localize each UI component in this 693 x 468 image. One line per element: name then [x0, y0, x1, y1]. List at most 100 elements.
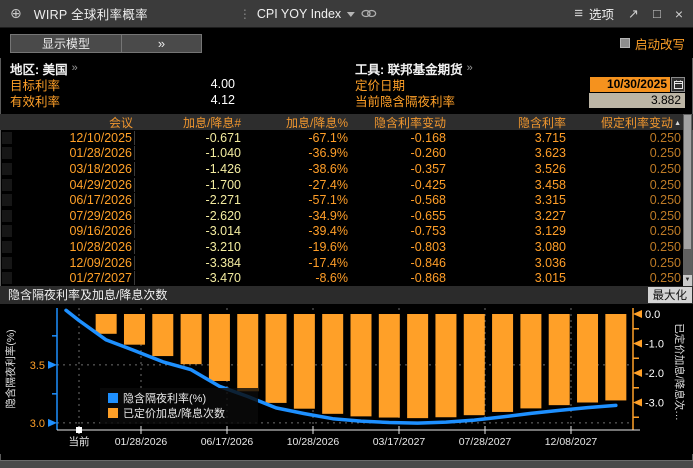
table-row[interactable]: 03/18/2026 -1.426 -38.6% -0.357 3.526 0.250 [0, 161, 693, 177]
table-cell: 07/29/2026 [14, 208, 135, 223]
maximize-icon[interactable]: □ [652, 6, 661, 21]
table-cell: 0.250 [649, 224, 681, 239]
table-row[interactable]: 01/27/2027 -3.470 -8.6% -0.868 3.015 0.250 [0, 270, 693, 286]
options-button[interactable]: 选项 [589, 8, 615, 22]
security-ticker[interactable]: CPI YOY Index [256, 6, 342, 21]
left-axis-title: 隐含隔夜利率(%) [4, 329, 17, 408]
table-row[interactable]: 10/28/2026 -3.210 -19.6% -0.803 3.080 0.250 [0, 239, 693, 255]
table-cell: -1.426 [205, 161, 241, 176]
target-rate-label: 目标利率 [10, 78, 61, 93]
row-gutter [2, 147, 12, 160]
table-cell: -0.357 [410, 161, 446, 176]
chart-title: 隐含隔夜利率及加息/降息次数 [8, 288, 168, 303]
table-row[interactable]: 12/09/2026 -3.384 -17.4% -0.846 3.036 0.250 [0, 255, 693, 271]
col-header-hikes-num[interactable]: 加息/降息# [182, 116, 241, 130]
table-row[interactable]: 04/29/2026 -1.700 -27.4% -0.425 3.458 0.250 [0, 177, 693, 193]
table-row[interactable]: 12/10/2025 -0.671 -67.1% -0.168 3.715 0.250 [0, 130, 693, 146]
link-icon[interactable] [361, 9, 377, 18]
table-scrollbar[interactable]: ▼ [683, 114, 692, 286]
info-right: 工具: 联邦基金期货 » 定价日期 10/30/2025 当前隐含隔夜利率 3.… [355, 60, 685, 109]
show-model-button[interactable]: 显示模型 [10, 33, 122, 53]
instrument-row[interactable]: 工具: 联邦基金期货 » [355, 60, 685, 77]
row-gutter [2, 225, 12, 238]
table-cell: 3.623 [534, 146, 566, 161]
region-more-icon[interactable]: » [71, 62, 78, 74]
pricing-date-row: 定价日期 10/30/2025 [355, 76, 685, 93]
table-row[interactable]: 06/17/2026 -2.271 -57.1% -0.568 3.315 0.250 [0, 192, 693, 208]
drag-grip-icon: ⋮ [238, 6, 251, 21]
popout-icon[interactable]: ↗ [628, 5, 639, 21]
rate-chart[interactable]: 3.5 3.0 0.0 -1.0 -2.0 -3.0 隐含隔夜利率(%) 已定价加息/降息次…… [0, 303, 693, 454]
move-icon[interactable]: ⊕ [10, 5, 22, 21]
table-cell: -0.803 [410, 239, 446, 254]
col-header-meeting[interactable]: 会议 [108, 116, 133, 130]
autorun-toggle[interactable]: 启动改写 [619, 34, 685, 53]
target-rate-value: 4.00 [210, 77, 235, 91]
effective-rate-label: 有效利率 [10, 94, 61, 109]
svg-text:-3.0: -3.0 [645, 397, 664, 409]
svg-text:-2.0: -2.0 [645, 368, 664, 380]
region-label: 地区: [10, 62, 40, 77]
table-cell: 3.227 [534, 208, 566, 223]
table-cell: -0.868 [410, 271, 446, 286]
close-icon[interactable]: × [674, 5, 683, 22]
row-gutter [2, 209, 12, 222]
calendar-icon[interactable] [671, 76, 685, 92]
row-gutter [2, 256, 12, 269]
pricing-date-input[interactable]: 10/30/2025 [590, 76, 670, 92]
table-cell: -19.6% [308, 239, 348, 254]
window-bottom-edge [0, 460, 693, 468]
instrument-more-icon[interactable]: » [466, 62, 473, 74]
table-cell: -34.9% [308, 208, 348, 223]
sort-arrow-icon: ▲ [674, 120, 681, 127]
effective-rate-row: 有效利率 4.12 [10, 92, 355, 109]
window-title: WIRP 全球利率概率 [33, 8, 148, 22]
expand-button[interactable]: » [122, 33, 202, 53]
svg-text:12/08/2027: 12/08/2027 [545, 436, 598, 448]
implied-on-row: 当前隐含隔夜利率 3.882 [355, 92, 685, 109]
info-section: 地区: 美国 » 目标利率 4.00 有效利率 4.12 工具: 联邦基金期货 … [0, 58, 693, 109]
maximize-chart-button[interactable]: 最大化 [647, 286, 692, 303]
svg-text:3.5: 3.5 [30, 360, 45, 372]
table-cell: -39.4% [308, 224, 348, 239]
col-header-assumed-move[interactable]: 假定利率变动▲ [601, 116, 681, 130]
security-selector[interactable]: ⋮ CPI YOY Index [239, 7, 377, 21]
table-cell: -1.040 [205, 146, 241, 161]
title-bar[interactable]: ⊕ WIRP 全球利率概率 ⋮ CPI YOY Index ≡ 选项 ↗ □ × [0, 0, 693, 28]
table-cell: -27.4% [308, 177, 348, 192]
region-row[interactable]: 地区: 美国 » [10, 60, 355, 77]
svg-text:3.0: 3.0 [30, 418, 45, 430]
table-cell: 06/17/2026 [14, 193, 135, 208]
svg-text:当前: 当前 [69, 435, 90, 448]
table-cell: 0.250 [649, 146, 681, 161]
scroll-down-button[interactable]: ▼ [683, 274, 692, 286]
table-cell: -1.700 [205, 177, 241, 192]
table-cell: -3.470 [205, 271, 241, 286]
table-cell: 3.526 [534, 161, 566, 176]
col-header-implied-rate[interactable]: 隐含利率 [517, 116, 566, 130]
table-cell: 12/09/2026 [14, 255, 135, 270]
col-header-implied-change[interactable]: 隐含利率变动 [373, 116, 446, 130]
menu-icon[interactable]: ≡ [574, 5, 584, 22]
table-cell: -3.210 [205, 239, 241, 254]
table-header: 会议 加息/降息# 加息/降息% 隐含利率变动 隐含利率 假定利率变动▲ [0, 114, 693, 130]
meetings-table: 会议 加息/降息# 加息/降息% 隐含利率变动 隐含利率 假定利率变动▲ 12/… [0, 114, 693, 286]
svg-text:01/28/2026: 01/28/2026 [115, 436, 168, 448]
implied-on-field[interactable]: 3.882 [589, 92, 685, 108]
table-cell: 0.250 [649, 177, 681, 192]
table-row[interactable]: 07/29/2026 -2.620 -34.9% -0.655 3.227 0.250 [0, 208, 693, 224]
table-row[interactable]: 01/28/2026 -1.040 -36.9% -0.260 3.623 0.250 [0, 146, 693, 162]
autorun-checkbox[interactable] [619, 38, 630, 48]
scrollbar-thumb[interactable] [684, 115, 691, 250]
table-cell: -36.9% [308, 146, 348, 161]
region-value[interactable]: 美国 [42, 62, 68, 77]
row-gutter [2, 240, 12, 253]
table-row[interactable]: 09/16/2026 -3.014 -39.4% -0.753 3.129 0.250 [0, 224, 693, 240]
toolbar: 显示模型 » 启动改写 [0, 28, 693, 58]
chevron-down-icon[interactable] [347, 12, 356, 17]
table-cell: 03/18/2026 [14, 161, 135, 176]
instrument-value[interactable]: 联邦基金期货 [387, 62, 463, 77]
col-header-hikes-pct[interactable]: 加息/降息% [285, 116, 348, 130]
instrument-label: 工具: [355, 62, 385, 77]
